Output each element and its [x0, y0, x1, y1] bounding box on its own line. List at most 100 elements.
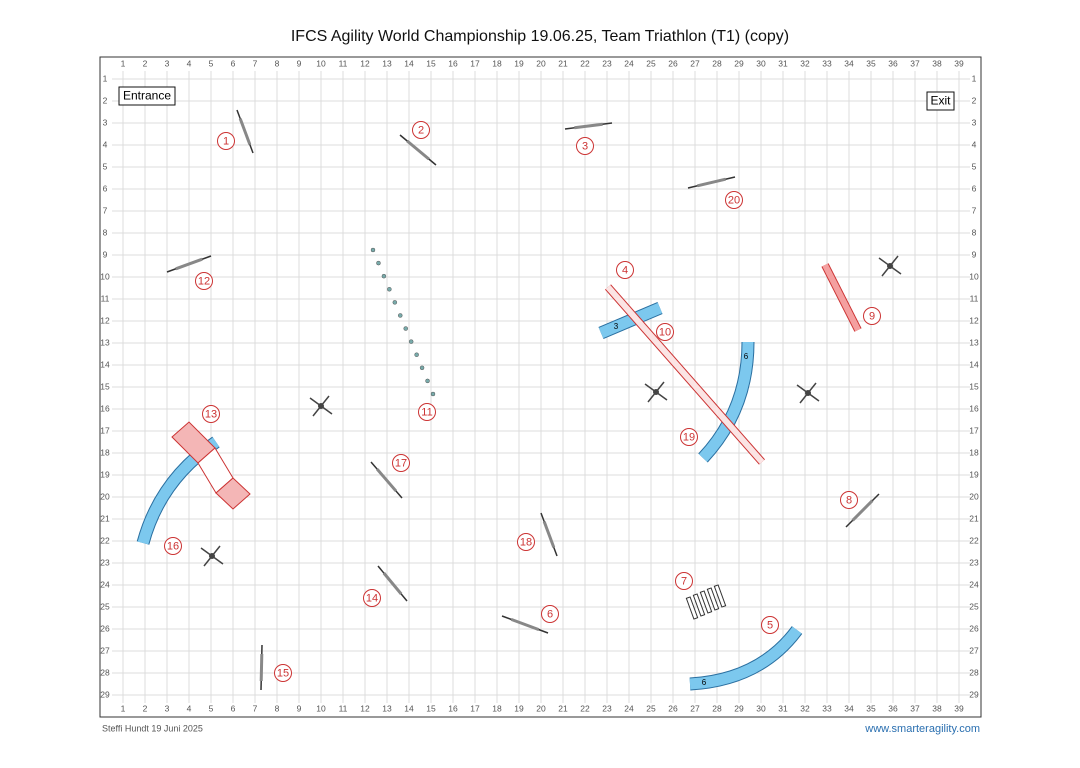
number-circle: [680, 428, 698, 446]
number-circle: [392, 454, 410, 472]
title: IFCS Agility World Championship 19.06.25…: [291, 28, 789, 45]
column-number: 10: [316, 58, 326, 68]
row-number: 4: [103, 139, 108, 149]
column-number: 10: [316, 703, 326, 713]
number-circle: [725, 191, 743, 209]
wing-center: [887, 263, 893, 269]
column-number: 34: [844, 703, 854, 713]
tunnel-fill: [598, 302, 663, 339]
number-circle: [576, 137, 594, 155]
entrance-label: Entrance: [123, 89, 171, 103]
column-number: 5: [209, 58, 214, 68]
exit-label: Exit: [930, 94, 951, 108]
row-number: 29: [969, 689, 979, 699]
column-number: 3: [165, 703, 170, 713]
column-number: 33: [822, 703, 832, 713]
obstacle-number: 2: [418, 124, 424, 136]
row-number: 27: [969, 645, 979, 655]
column-number: 15: [426, 703, 436, 713]
column-number: 36: [888, 703, 898, 713]
column-number: 37: [910, 58, 920, 68]
entrance-box: [118, 86, 176, 106]
grid: 1122334455667788991010111112121313141415…: [100, 58, 979, 713]
row-number: 20: [100, 491, 110, 501]
column-number: 33: [822, 58, 832, 68]
column-number: 31: [778, 58, 788, 68]
column-number: 12: [360, 703, 370, 713]
row-number: 13: [969, 337, 979, 347]
row-number: 7: [103, 205, 108, 215]
jump-bar-inner: [697, 177, 726, 188]
column-number: 39: [954, 703, 964, 713]
row-number: 9: [103, 249, 108, 259]
obstacle-number: 9: [869, 310, 875, 322]
row-number: 26: [969, 623, 979, 633]
tunnel-fill: [689, 626, 802, 690]
dogwalk-inner: [605, 285, 765, 464]
row-number: 19: [100, 469, 110, 479]
column-number: 37: [910, 703, 920, 713]
column-number: 2: [143, 703, 148, 713]
row-number: 11: [101, 293, 110, 303]
column-number: 17: [470, 703, 480, 713]
border: [99, 56, 982, 718]
column-number: 15: [426, 58, 436, 68]
obstacle-number: 11: [421, 406, 432, 418]
obstacle-number: 8: [846, 494, 852, 506]
row-number: 15: [100, 381, 110, 391]
column-number: 13: [382, 703, 392, 713]
row-number: 4: [972, 139, 977, 149]
jump-bar-inner: [574, 122, 603, 130]
row-number: 7: [972, 205, 977, 215]
number-circle: [363, 589, 381, 607]
number-circle: [418, 403, 436, 421]
obstacle-number: 16: [167, 540, 179, 552]
row-number: 24: [100, 579, 110, 589]
row-number: 14: [969, 359, 979, 369]
row-number: 28: [100, 667, 110, 677]
row-number: 3: [972, 117, 977, 127]
column-number: 30: [756, 58, 766, 68]
row-number: 24: [969, 579, 979, 589]
column-number: 8: [275, 703, 280, 713]
obstacle-number: 6: [547, 608, 553, 620]
weave-pole: [425, 378, 430, 384]
row-number: 16: [100, 403, 110, 413]
weave-pole: [403, 326, 408, 331]
weave-pole: [419, 365, 425, 371]
row-number: 27: [100, 645, 110, 655]
column-number: 19: [514, 58, 524, 68]
number-circle: [863, 307, 881, 325]
column-number: 9: [297, 58, 302, 68]
wing-center: [805, 390, 811, 396]
column-number: 26: [668, 703, 678, 713]
row-number: 22: [100, 535, 110, 545]
tunnel-fill: [698, 341, 754, 462]
column-number: 23: [602, 703, 612, 713]
column-number: 26: [668, 58, 678, 68]
column-number: 14: [404, 703, 414, 713]
obstacle-number: 3: [582, 140, 588, 152]
row-number: 20: [969, 491, 979, 501]
column-number: 4: [187, 58, 192, 68]
jump-bar-inner: [542, 521, 556, 548]
column-number: 19: [514, 703, 524, 713]
jump-bar-inner: [238, 118, 252, 145]
column-number: 18: [492, 58, 502, 68]
row-number: 11: [970, 293, 979, 303]
column-number: 21: [558, 58, 568, 68]
obstacle-number: 10: [659, 326, 671, 338]
obstacle-number: 18: [520, 536, 532, 548]
wing-center: [318, 403, 324, 409]
column-number: 20: [536, 703, 546, 713]
column-number: 23: [602, 58, 612, 68]
row-number: 18: [969, 447, 979, 457]
table-slat: [713, 584, 727, 608]
row-number: 19: [969, 469, 979, 479]
row-number: 13: [100, 337, 110, 347]
weave-pole: [430, 391, 436, 397]
row-number: 12: [100, 315, 110, 325]
column-number: 34: [844, 58, 854, 68]
